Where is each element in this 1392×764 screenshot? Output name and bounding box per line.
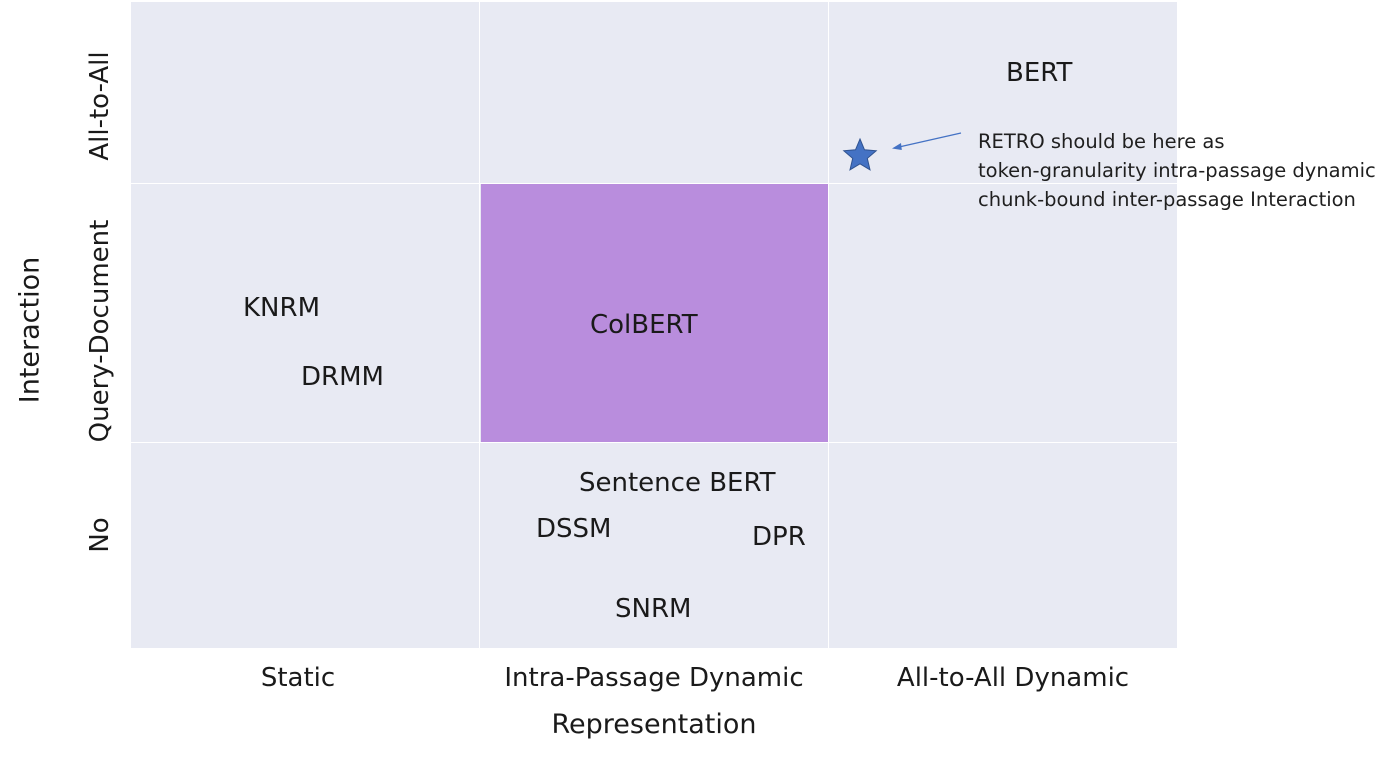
model-label-drmm: DRMM — [301, 362, 384, 392]
annotation-arrow — [898, 132, 962, 148]
retro-annotation: RETRO should be here as token-granularit… — [978, 127, 1376, 214]
model-label-snrm: SNRM — [615, 594, 692, 624]
grid-divider-horizontal-2 — [131, 442, 1177, 443]
y-tick-all-to-all: All-to-All — [85, 51, 115, 161]
x-tick-all-to-all-dynamic: All-to-All Dynamic — [896, 663, 1130, 693]
y-tick-query-document: Query-Document — [85, 219, 115, 443]
highlight-cell-intra-passage-query-document — [481, 183, 828, 442]
model-label-dpr: DPR — [752, 522, 806, 552]
model-label-dssm: DSSM — [536, 514, 612, 544]
y-axis-label: Interaction — [14, 256, 46, 404]
quadrant-grid — [131, 2, 1177, 648]
arrow-head-icon — [892, 143, 902, 150]
annotation-line-3: chunk-bound inter-passage Interaction — [978, 188, 1356, 211]
model-label-knrm: KNRM — [243, 293, 320, 323]
x-tick-static: Static — [260, 663, 336, 693]
star-icon — [842, 137, 878, 171]
grid-divider-vertical-1 — [479, 2, 480, 648]
annotation-graphic — [842, 132, 962, 171]
grid-divider-horizontal-1 — [131, 183, 1177, 184]
annotation-line-2: token-granularity intra-passage dynamic — [978, 159, 1376, 182]
model-label-bert: BERT — [1006, 58, 1073, 88]
annotation-line-1: RETRO should be here as — [978, 130, 1225, 153]
x-tick-intra-passage-dynamic: Intra-Passage Dynamic — [504, 663, 804, 693]
model-label-colbert: ColBERT — [590, 310, 698, 340]
model-label-sentence-bert: Sentence BERT — [579, 468, 776, 498]
x-axis-label: Representation — [551, 709, 757, 740]
grid-divider-vertical-2 — [828, 2, 829, 648]
y-tick-no: No — [85, 517, 115, 553]
